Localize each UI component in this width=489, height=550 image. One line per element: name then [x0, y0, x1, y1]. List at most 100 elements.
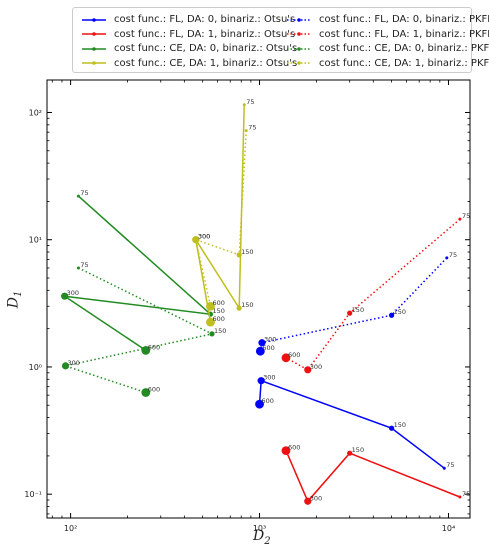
legend-label: cost func.: FL, DA: 0, binariz.: Otsu's [114, 14, 296, 26]
data-point [61, 362, 70, 370]
data-label: 75 [446, 461, 454, 469]
data-point [281, 353, 291, 363]
legend-item: cost func.: CE, DA: 1, binariz.: Otsu's [81, 57, 297, 71]
data-point [192, 236, 200, 244]
legend-item: cost func.: CE, DA: 0, binariz.: Otsu's [81, 42, 297, 56]
data-label: 150 [394, 308, 406, 316]
legend-label: cost func.: CE, DA: 1, binariz.: Otsu's [114, 57, 298, 69]
legend-item: cost func.: FL, DA: 0, binariz.: PKFP [286, 13, 489, 27]
series-line-2 [285, 450, 461, 503]
data-point [244, 129, 248, 133]
data-label: 600 [212, 315, 224, 323]
legend-swatch [287, 32, 311, 37]
data-point [206, 317, 215, 327]
y-tick-label: 10¹ [29, 236, 42, 245]
data-label: 300 [263, 374, 275, 382]
legend-item: cost func.: FL, DA: 1, binariz.: Otsu's [81, 28, 295, 42]
legend-swatch [287, 61, 311, 66]
legend-item: cost func.: CE, DA: 0, binariz.: PKFP [286, 42, 489, 56]
data-label: 300 [310, 494, 322, 502]
data-label: 600 [212, 299, 224, 307]
x-tick-label: 10⁴ [442, 524, 455, 533]
legend-swatch [287, 17, 311, 22]
data-label: 75 [246, 98, 254, 106]
data-label: 300 [67, 289, 79, 297]
legend-swatch-marker [92, 32, 96, 37]
data-label: 150 [352, 306, 364, 314]
data-label: 300 [310, 363, 322, 371]
data-label: 75 [80, 261, 88, 269]
data-point [281, 446, 291, 456]
legend-label: cost func.: CE, DA: 0, binariz.: Otsu's [114, 43, 298, 55]
data-point [388, 312, 395, 318]
legend-swatch-marker [297, 46, 301, 51]
data-point [61, 292, 69, 300]
y-tick-label: 10⁰ [29, 363, 42, 372]
plot-frame [46, 79, 471, 519]
data-label: 150 [394, 421, 406, 429]
legend-label: cost func.: FL, DA: 1, binariz.: Otsu's [114, 28, 296, 40]
legend-label: cost func.: FL, DA: 1, binariz.: PKFP [319, 28, 489, 40]
data-label: 300 [198, 233, 210, 241]
legend-swatch-marker [92, 17, 96, 22]
data-label: 600 [148, 385, 160, 393]
series-line-7 [62, 267, 215, 394]
data-label: 75 [449, 251, 457, 259]
x-tick-label: 10² [64, 524, 77, 533]
chart-legend: cost func.: FL, DA: 0, binariz.: Otsu's c… [72, 7, 489, 73]
y-tick-label: 10² [29, 108, 42, 117]
data-label: 600 [262, 344, 274, 352]
data-label: 150 [352, 446, 364, 454]
data-label: 75 [462, 490, 470, 498]
y-axis-title: D1 [5, 290, 25, 309]
legend-swatch-marker [297, 32, 301, 37]
data-point [141, 345, 151, 355]
series-line-4 [195, 104, 245, 323]
series-line-8 [194, 130, 247, 307]
series-line-5 [259, 257, 448, 352]
legend-swatch-marker [92, 46, 96, 51]
data-point [76, 266, 80, 270]
legend-swatch [82, 61, 106, 66]
data-point [347, 310, 353, 316]
data-label: 150 [212, 307, 224, 315]
data-point [445, 256, 449, 260]
data-point [236, 252, 242, 258]
data-label: 300 [264, 336, 276, 344]
data-label: 150 [241, 301, 253, 309]
data-label: 75 [248, 124, 256, 132]
data-point [206, 301, 215, 311]
y-tick-label: 10⁻¹ [24, 490, 42, 499]
legend-label: cost func.: CE, DA: 1, binariz.: PKFP [319, 57, 489, 69]
legend-swatch-marker [92, 61, 96, 66]
series-line-1 [258, 379, 445, 469]
x-axis-title: D2 [253, 528, 271, 547]
data-label: 600 [262, 397, 274, 405]
data-point [388, 425, 395, 431]
data-label: 600 [288, 351, 300, 359]
data-label: 75 [80, 189, 88, 197]
legend-swatch-marker [297, 61, 301, 66]
data-point [347, 450, 353, 456]
data-point [458, 217, 462, 221]
data-point [442, 466, 446, 470]
data-point [458, 495, 462, 499]
legend-grid: cost func.: FL, DA: 0, binariz.: Otsu's c… [81, 13, 489, 71]
data-label: 600 [148, 343, 160, 351]
legend-swatch-marker [297, 17, 301, 22]
data-label: 300 [198, 233, 210, 241]
data-label: 600 [288, 444, 300, 452]
data-point [258, 339, 266, 347]
data-point [76, 194, 80, 198]
series-line-3 [64, 195, 213, 352]
legend-label: cost func.: CE, DA: 0, binariz.: PKFP [319, 43, 489, 55]
legend-swatch [82, 17, 106, 22]
data-point [304, 366, 312, 374]
legend-swatch [82, 32, 106, 37]
data-point [304, 497, 312, 505]
legend-item: cost func.: CE, DA: 1, binariz.: PKFP [286, 57, 489, 71]
legend-item: cost func.: FL, DA: 1, binariz.: PKFP [286, 28, 489, 42]
data-point [257, 377, 265, 385]
